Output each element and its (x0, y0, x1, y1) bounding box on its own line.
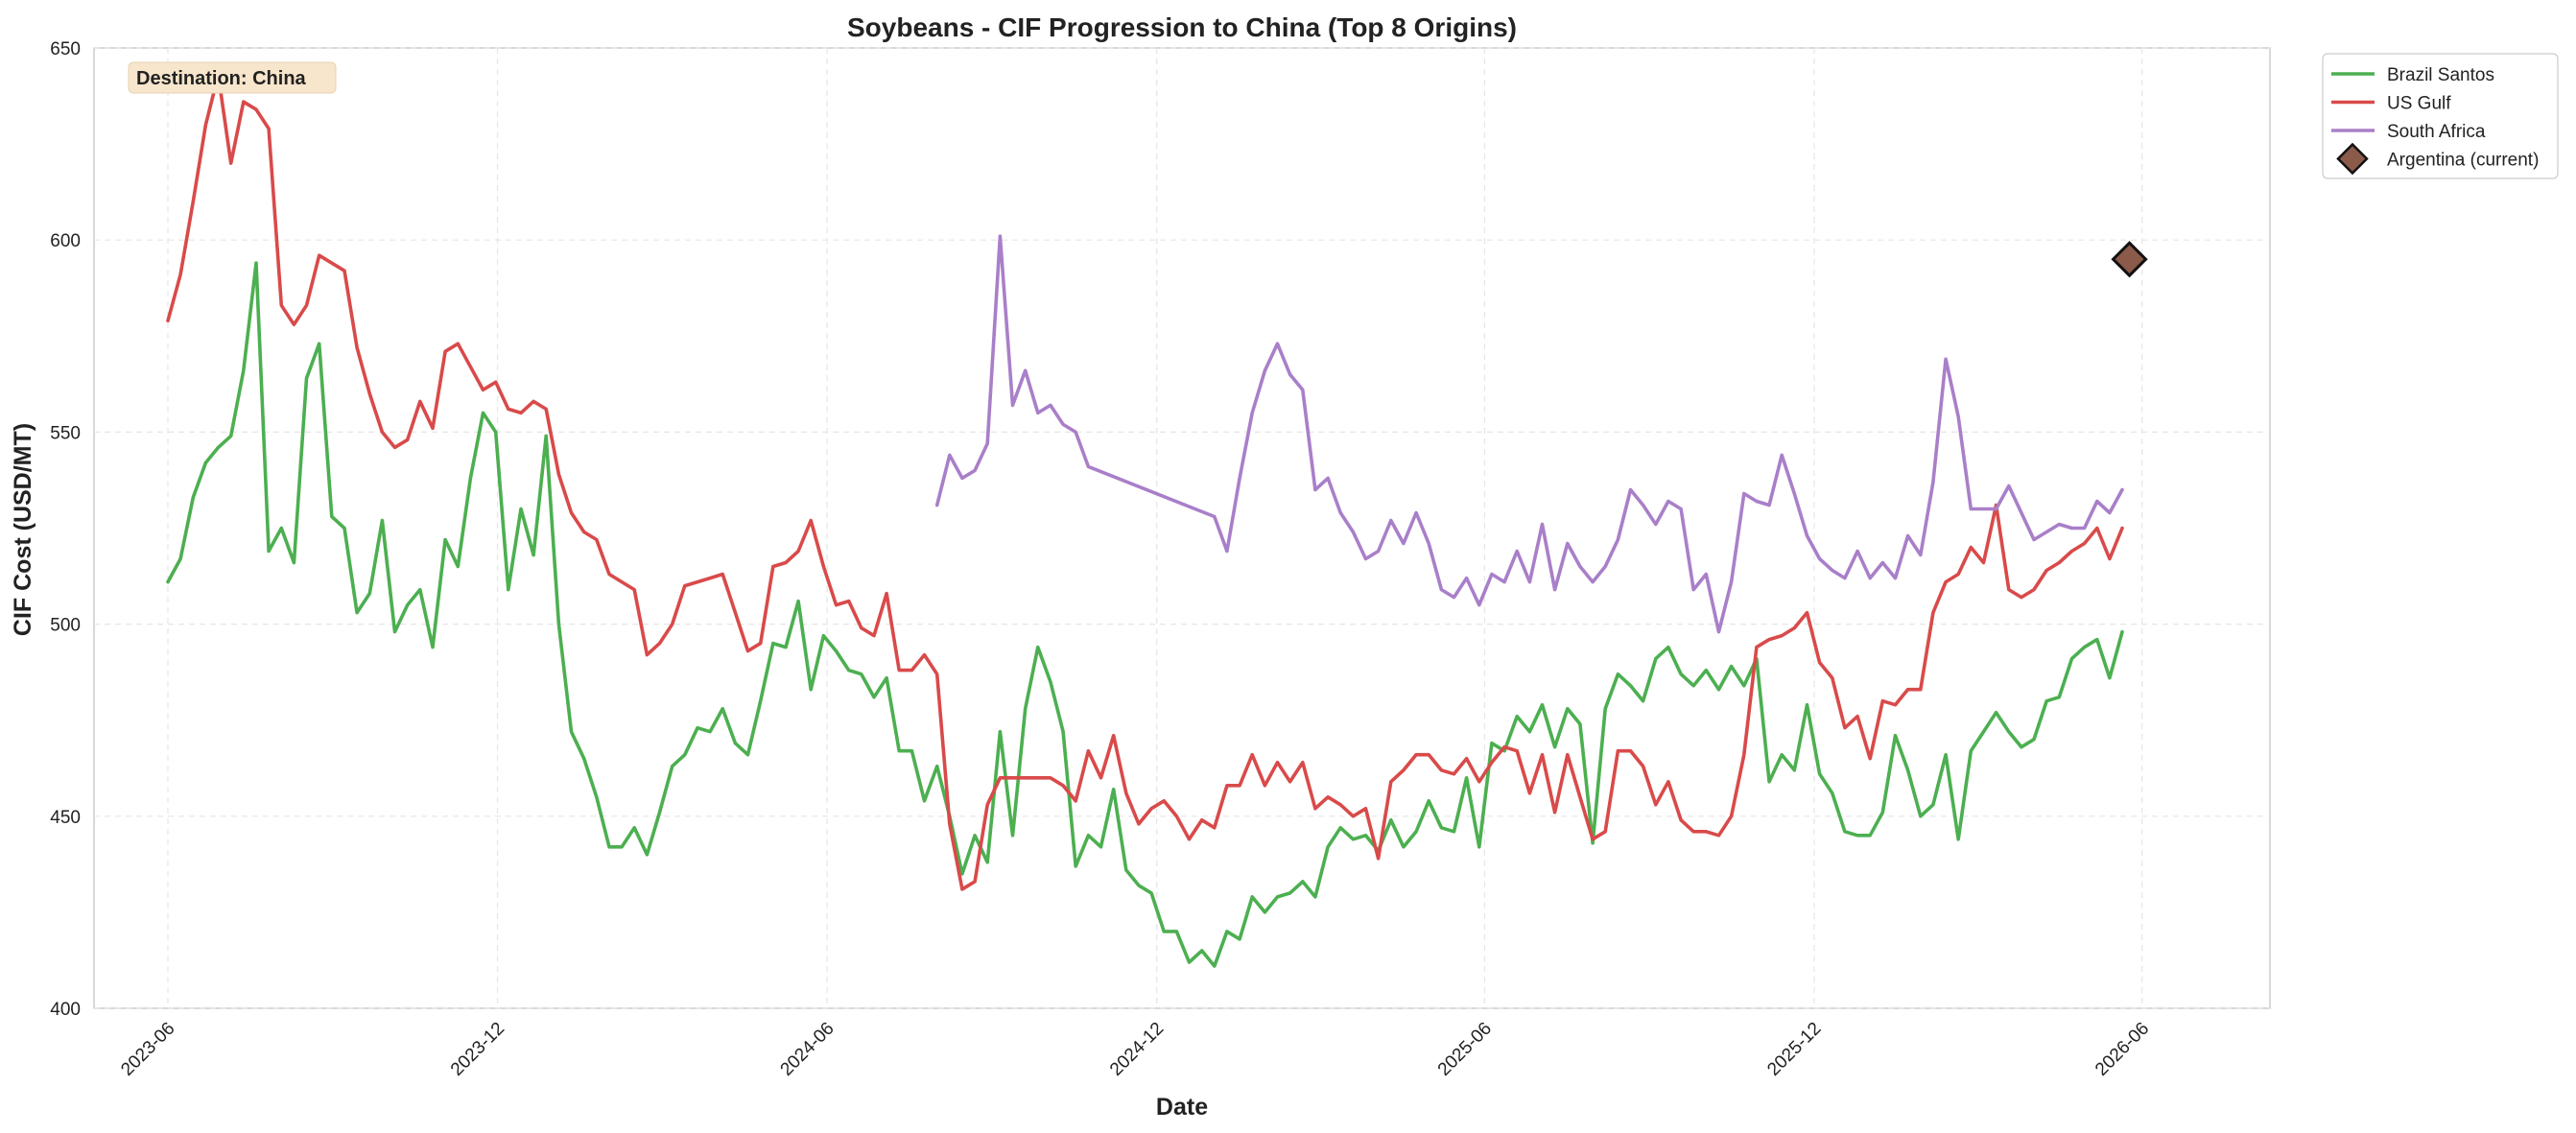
y-tick-label: 400 (50, 1000, 81, 1020)
grid (94, 47, 2270, 1009)
x-axis-label: Date (1156, 1094, 1208, 1121)
marker-argentina-current (2111, 241, 2148, 278)
plot-area (93, 47, 2271, 1009)
legend: Brazil Santos US Gulf South Africa Argentin… (2322, 53, 2559, 179)
series-line-south-africa (934, 234, 2124, 634)
y-tick-label: 650 (50, 39, 81, 59)
series-line-us-gulf (166, 73, 2124, 891)
legend-swatch-argentina-current (2336, 142, 2369, 176)
y-axis-label: CIF Cost (USD/MT) (10, 423, 36, 636)
y-tick-label: 500 (50, 616, 81, 636)
legend-label-south-africa: South Africa (2387, 122, 2486, 142)
legend-label-brazil-santos: Brazil Santos (2387, 65, 2494, 85)
legend-box (2322, 53, 2559, 179)
y-tick-label: 600 (50, 231, 81, 251)
series-line-brazil-santos (166, 261, 2124, 968)
destination-annotation: Destination: China (128, 61, 337, 94)
annotation-box (128, 61, 337, 94)
y-tick-label: 550 (50, 423, 81, 443)
legend-label-argentina-current: Argentina (current) (2387, 151, 2539, 171)
legend-label-us-gulf: US Gulf (2387, 94, 2451, 114)
annotation-text: Destination: China (136, 68, 307, 89)
chart-title: Soybeans - CIF Progression to China (Top… (847, 12, 1517, 42)
y-tick-label: 450 (50, 808, 81, 828)
marker-layer (2111, 241, 2148, 278)
series-layer (166, 73, 2124, 968)
y-axis-ticks: 400 450 500 550 600 650 (50, 39, 81, 1020)
